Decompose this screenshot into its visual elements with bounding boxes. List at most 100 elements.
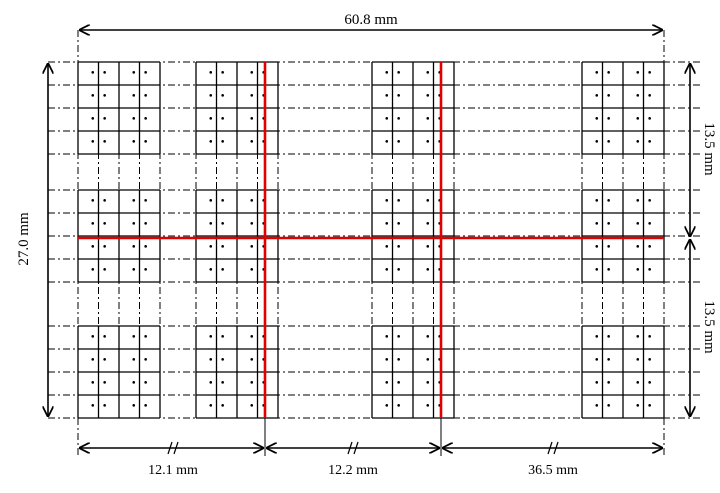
- break-stroke: [167, 441, 173, 455]
- break-stroke: [547, 441, 553, 455]
- cell-dot: [221, 222, 224, 225]
- cell-dot: [209, 71, 213, 74]
- cell-dot: [209, 222, 213, 225]
- cell-blocks: [77, 61, 665, 419]
- cell-dot: [91, 335, 95, 338]
- cell-dot: [132, 117, 136, 120]
- total-height-label: 27.0 mm: [16, 212, 32, 266]
- cell-dot: [397, 268, 400, 271]
- cell-dot: [636, 71, 640, 74]
- cell-dot: [636, 117, 640, 120]
- cell-dot: [103, 140, 106, 143]
- cell-dot: [132, 140, 136, 143]
- cell-dot: [132, 245, 136, 248]
- cell-dot: [607, 117, 610, 120]
- cell-dot: [636, 140, 640, 143]
- cell-dot: [132, 199, 136, 202]
- cell-dot: [385, 404, 389, 407]
- cell-dot: [648, 222, 651, 225]
- cell-dot: [103, 335, 106, 338]
- cell-dot: [385, 222, 389, 225]
- cell-dot: [91, 117, 95, 120]
- cell-dot: [426, 94, 430, 97]
- cell-dot: [103, 117, 106, 120]
- cell-dot: [426, 404, 430, 407]
- cell-dot: [144, 222, 147, 225]
- cell-dot: [144, 140, 147, 143]
- break-stroke: [173, 441, 179, 455]
- break-mark: [167, 441, 179, 455]
- cell-dot: [397, 71, 400, 74]
- cell-dot: [595, 358, 599, 361]
- cell-dot: [209, 199, 213, 202]
- cell-dot: [91, 268, 95, 271]
- cell-dot: [91, 358, 95, 361]
- cell-dot: [221, 268, 224, 271]
- cell-dot: [221, 71, 224, 74]
- cell-dot: [648, 268, 651, 271]
- cell-dot: [209, 245, 213, 248]
- cell-dot: [397, 117, 400, 120]
- cell-dot: [595, 381, 599, 384]
- cell-dot: [132, 268, 136, 271]
- cell-dot: [595, 71, 599, 74]
- cell-dot: [385, 381, 389, 384]
- cell-dot: [595, 140, 599, 143]
- cell-block: [77, 325, 161, 419]
- cell-dot: [221, 245, 224, 248]
- cell-dot: [595, 199, 599, 202]
- cell-dot: [636, 245, 640, 248]
- cell-dot: [221, 404, 224, 407]
- cell-dot: [648, 404, 651, 407]
- cell-dot: [221, 358, 224, 361]
- cell-dot: [132, 71, 136, 74]
- cut-lines: [78, 62, 664, 418]
- cell-dot: [397, 140, 400, 143]
- cell-dot: [426, 245, 430, 248]
- cell-dot: [397, 199, 400, 202]
- cell-dot: [103, 94, 106, 97]
- cell-dot: [132, 404, 136, 407]
- cell-dot: [132, 335, 136, 338]
- cell-dot: [426, 268, 430, 271]
- cell-dot: [144, 199, 147, 202]
- cell-dot: [385, 71, 389, 74]
- cell-dot: [144, 94, 147, 97]
- cell-dot: [91, 381, 95, 384]
- cell-dot: [636, 358, 640, 361]
- cell-dot: [91, 140, 95, 143]
- cell-dot: [209, 140, 213, 143]
- cell-dot: [426, 358, 430, 361]
- cell-dot: [595, 117, 599, 120]
- cell-dot: [426, 335, 430, 338]
- cell-dot: [250, 245, 254, 248]
- cell-dot: [595, 404, 599, 407]
- cell-dot: [103, 222, 106, 225]
- cell-dot: [385, 117, 389, 120]
- break-mark: [547, 441, 559, 455]
- cell-dot: [636, 335, 640, 338]
- cell-dot: [209, 117, 213, 120]
- cell-dot: [648, 117, 651, 120]
- cell-dot: [144, 404, 147, 407]
- cell-dot: [250, 358, 254, 361]
- cell-dot: [607, 199, 610, 202]
- cell-dot: [385, 140, 389, 143]
- cell-dot: [91, 222, 95, 225]
- cell-dot: [144, 381, 147, 384]
- break-stroke: [553, 441, 559, 455]
- cell-dot: [103, 71, 106, 74]
- cell-dot: [250, 117, 254, 120]
- cell-dot: [144, 245, 147, 248]
- cell-dot: [250, 404, 254, 407]
- segment-1-label: 12.1 mm: [148, 463, 198, 478]
- dimension-arrows: [48, 30, 690, 456]
- cell-dot: [397, 381, 400, 384]
- cell-dot: [595, 94, 599, 97]
- break-stroke: [347, 441, 353, 455]
- cell-block: [581, 189, 665, 283]
- break-stroke: [353, 441, 359, 455]
- cell-dot: [144, 268, 147, 271]
